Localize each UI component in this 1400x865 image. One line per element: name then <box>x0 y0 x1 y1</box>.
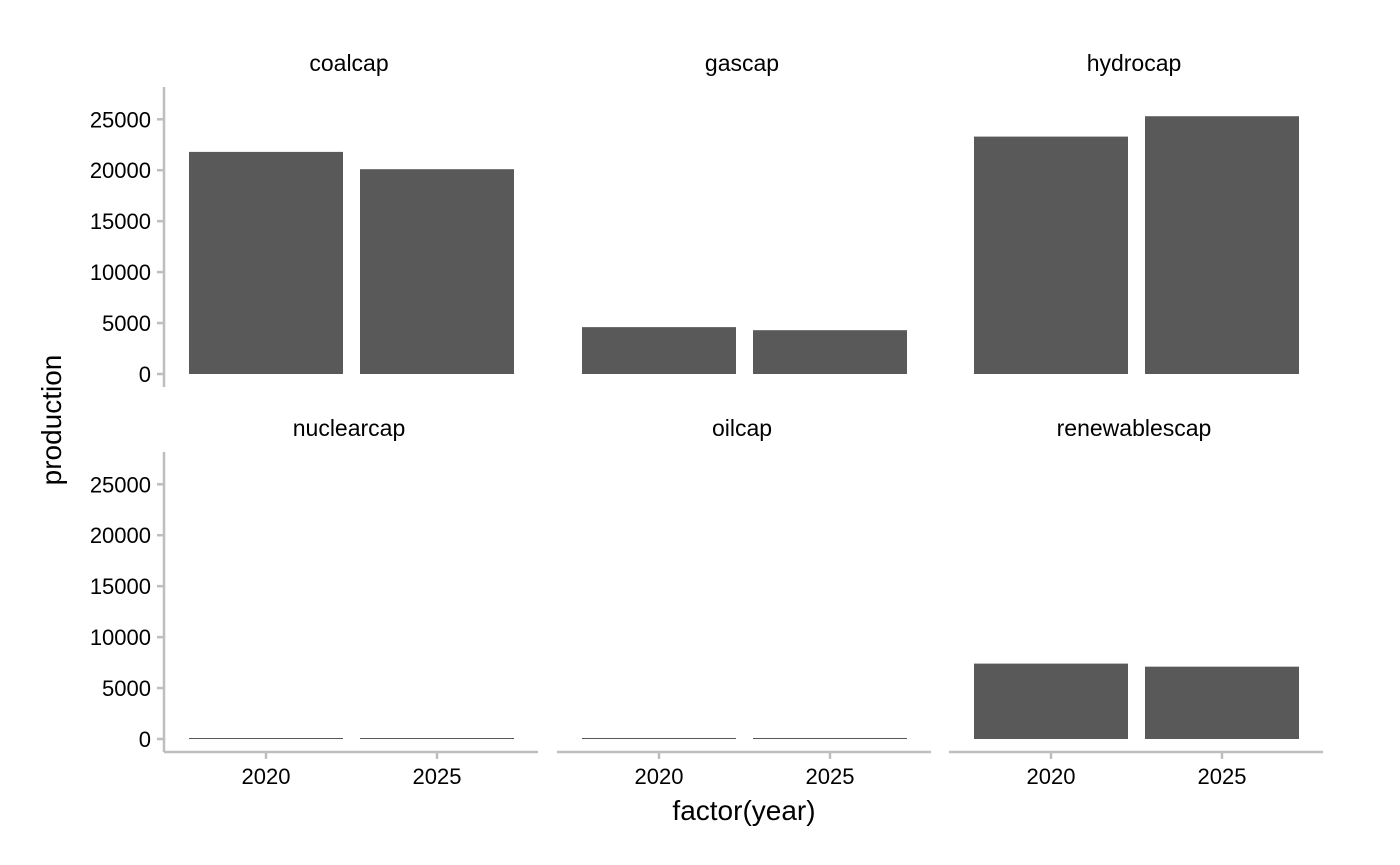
panel-title: hydrocap <box>1087 50 1182 76</box>
bar-gascap-2020 <box>582 327 736 374</box>
panel-title: oilcap <box>712 415 772 441</box>
panels-layer: coalcap 0 5000 10000 15000 20000 25000 gascap hy… <box>90 50 1323 789</box>
y-tick-label: 25000 <box>90 107 151 132</box>
x-axis-title: factor(year) <box>672 795 815 826</box>
x-tick-label: 2020 <box>242 764 291 789</box>
panel-hydrocap: hydrocap <box>974 50 1299 375</box>
x-tick-label: 2025 <box>806 764 855 789</box>
y-tick-label: 5000 <box>102 676 151 701</box>
y-tick-label: 15000 <box>90 574 151 599</box>
bar-gascap-2025 <box>753 330 907 374</box>
bar-renewablescap-2020 <box>974 663 1128 739</box>
y-tick-label: 0 <box>139 727 151 752</box>
y-axis-title: production <box>36 355 67 486</box>
bar-renewablescap-2025 <box>1145 666 1299 739</box>
bar-oilcap-2025 <box>753 737 907 739</box>
x-tick-label: 2020 <box>635 764 684 789</box>
y-tick-label: 15000 <box>90 209 151 234</box>
panel-gascap: gascap <box>582 50 907 374</box>
bar-nuclearcap-2025 <box>360 738 514 739</box>
panel-title: renewablescap <box>1057 415 1212 441</box>
panel-oilcap: oilcap 2020 2025 <box>557 415 931 789</box>
x-tick-label: 2020 <box>1027 764 1076 789</box>
x-tick-label: 2025 <box>1198 764 1247 789</box>
bar-hydrocap-2020 <box>974 136 1128 374</box>
panel-coalcap: coalcap 0 5000 10000 15000 20000 25000 <box>90 50 514 387</box>
panel-title: nuclearcap <box>293 415 406 441</box>
panel-renewablescap: renewablescap 2020 2025 <box>949 415 1323 789</box>
y-tick-label: 10000 <box>90 260 151 285</box>
panel-title: coalcap <box>309 50 388 76</box>
y-tick-label: 20000 <box>90 523 151 548</box>
panel-title: gascap <box>705 50 779 76</box>
y-tick-label: 10000 <box>90 625 151 650</box>
bar-coalcap-2020 <box>189 151 343 374</box>
bar-oilcap-2020 <box>582 737 736 739</box>
bar-nuclearcap-2020 <box>189 738 343 739</box>
y-tick-label: 5000 <box>102 311 151 336</box>
y-tick-label: 25000 <box>90 472 151 497</box>
panel-nuclearcap: nuclearcap 0 5000 10000 15000 20000 25000 2020 2… <box>90 415 538 789</box>
x-tick-label: 2025 <box>413 764 462 789</box>
bar-coalcap-2025 <box>360 169 514 374</box>
y-tick-label: 0 <box>139 362 151 387</box>
bar-hydrocap-2025 <box>1145 116 1299 375</box>
y-tick-label: 20000 <box>90 158 151 183</box>
